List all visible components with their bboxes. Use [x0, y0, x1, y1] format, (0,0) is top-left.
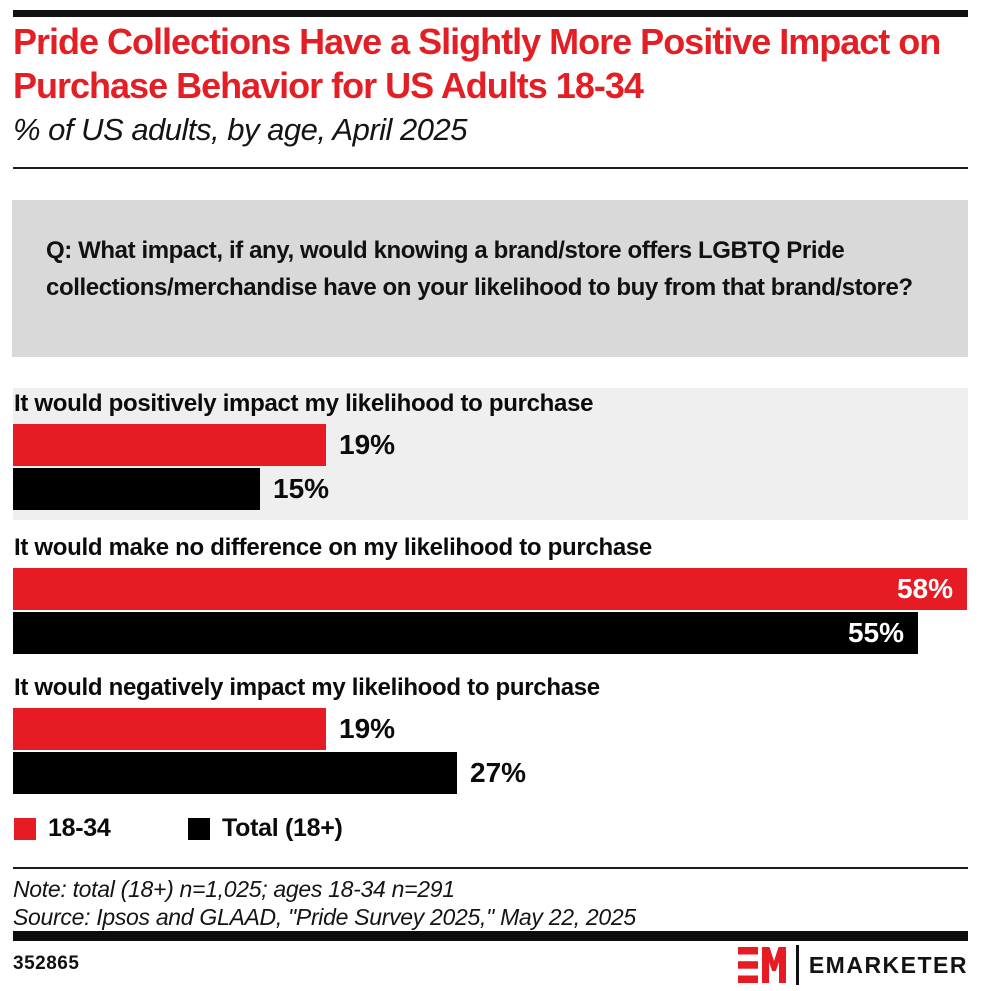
question-text: Q: What impact, if any, would knowing a …: [46, 237, 913, 301]
bar-value: 27%: [470, 757, 527, 788]
legend-swatch-18-34: [14, 818, 36, 840]
legend-label-total: Total (18+): [222, 814, 343, 842]
emarketer-em-icon: [737, 947, 786, 983]
legend-label-18-34: 18-34: [48, 814, 111, 842]
chart-id: 352865: [13, 953, 80, 974]
brand-logo: EMARKETER: [737, 944, 968, 986]
bar-value: 15%: [273, 473, 330, 504]
bar-age-18-34: [13, 424, 326, 466]
footer-divider: [13, 867, 968, 869]
header-divider: [13, 167, 968, 169]
category-label: It would positively impact my likelihood…: [14, 390, 594, 417]
question-box: Q: What impact, if any, would knowing a …: [12, 200, 968, 357]
category-label: It would make no difference on my likeli…: [14, 534, 652, 561]
bar-value: 19%: [339, 713, 396, 744]
category-label: It would negatively impact my likelihood…: [14, 674, 600, 701]
source-text: Source: Ipsos and GLAAD, "Pride Survey 2…: [13, 904, 636, 930]
bottom-rule: [13, 931, 968, 941]
brand-name: EMARKETER: [808, 952, 968, 978]
bar-value: 55%: [847, 617, 904, 648]
bar-total-18plus: [13, 612, 918, 654]
chart-subtitle: % of US adults, by age, April 2025: [13, 112, 468, 147]
note-text: Note: total (18+) n=1,025; ages 18-34 n=…: [13, 876, 455, 902]
logo-separator: [795, 945, 799, 985]
legend-swatch-total: [188, 818, 210, 840]
bar-value: 19%: [339, 429, 396, 460]
bar-total-18plus: [13, 468, 260, 510]
bar-total-18plus: [13, 752, 457, 794]
bar-age-18-34: [13, 708, 326, 750]
top-rule: [13, 10, 968, 17]
chart-title: Pride Collections Have a Slightly More P…: [13, 21, 941, 106]
bar-value: 58%: [896, 573, 953, 604]
bar-age-18-34: [13, 568, 967, 610]
